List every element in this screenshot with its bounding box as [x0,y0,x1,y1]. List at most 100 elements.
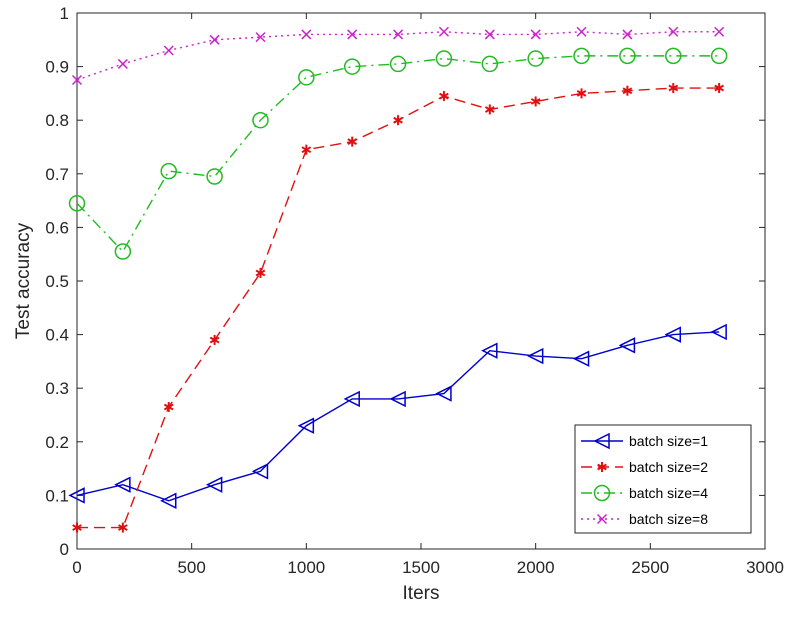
y-tick-label: 0.9 [45,58,69,77]
data-point [664,326,682,343]
data-point [481,342,498,359]
data-point [439,91,449,102]
legend-entry: batch size=1 [581,432,708,450]
data-point [118,522,128,533]
data-point [347,29,358,40]
series-1 [68,323,727,509]
data-point [343,58,361,75]
legend-label: batch size=4 [629,485,708,501]
y-axis-title: Test accuracy [13,222,34,339]
data-point [206,168,223,185]
data-point [527,50,544,67]
legend-entry: batch size=2 [581,459,708,475]
data-point [622,85,633,96]
x-tick-label: 3000 [746,558,784,577]
series-3 [68,47,728,260]
y-tick-label: 1 [60,4,69,23]
legend-entry: batch size=4 [581,484,708,502]
y-tick-label: 0.1 [45,486,69,505]
legend-box [574,424,752,534]
y-tick-label: 0.8 [45,111,69,130]
data-point [619,47,636,65]
data-point [297,417,315,434]
y-tick-label: 0.3 [45,379,69,398]
data-point [435,385,452,402]
y-tick-label: 0.4 [45,326,69,345]
legend-label: batch size=8 [629,511,708,527]
x-tick-label: 2000 [517,558,555,577]
data-point [714,26,725,37]
data-point [622,29,633,40]
data-point [526,347,544,365]
y-axis-ticks: 0 0.1 0.2 0.3 0.4 0.5 0.6 0.7 0.8 0.9 1 [45,4,765,559]
x-axis-ticks: 0 500 1000 1500 2000 2500 3000 [72,13,784,577]
data-point [389,390,406,408]
data-point [576,26,587,37]
data-point [435,50,453,67]
data-point [251,463,269,480]
x-tick-label: 1000 [287,558,325,577]
y-tick-label: 0.6 [45,218,69,237]
x-tick-label: 500 [177,558,205,577]
data-point [252,111,269,129]
y-tick-label: 0.7 [45,165,69,184]
data-point [255,267,266,278]
data-point [668,83,679,94]
data-point [301,29,312,40]
data-point [301,144,312,155]
data-point [714,83,724,94]
data-point [72,522,82,533]
series-layer [68,26,728,533]
y-tick-label: 0 [60,540,69,559]
series-line [76,331,720,502]
data-point [393,115,403,126]
legend-label: batch size=1 [629,433,708,449]
data-point [68,195,86,212]
data-point [530,29,541,40]
legend: batch size=1 batch size=2 batch size=4 batc… [574,424,752,534]
legend-marker [593,484,611,502]
data-point [484,29,495,40]
data-point [668,26,679,37]
data-point [160,492,177,509]
data-point [298,69,315,86]
legend-marker [596,513,608,525]
series-2 [72,83,724,533]
data-point [160,162,177,180]
data-point [343,390,360,408]
data-point [484,104,495,115]
data-point [572,350,590,367]
x-axis-title: Iters [403,583,440,604]
data-point [438,26,449,37]
data-point [114,243,132,260]
y-tick-label: 0.5 [45,272,69,291]
legend-marker [597,462,607,472]
legend-marker [593,432,610,450]
data-point [209,334,220,345]
data-point [71,74,83,86]
data-point [68,487,85,504]
legend-entry: batch size=8 [581,511,708,527]
x-tick-label: 1500 [402,558,440,577]
data-point [117,58,128,69]
data-point [710,47,728,65]
data-point [618,337,636,354]
data-point [209,34,220,45]
y-tick-label: 0.2 [45,433,69,452]
data-point [481,55,499,73]
data-point [163,45,174,56]
data-point [393,29,404,40]
series-line [76,55,720,253]
data-point [114,476,131,493]
data-point [347,136,358,147]
series-4 [71,26,725,86]
data-point [530,96,541,107]
legend-label: batch size=2 [629,459,708,475]
data-point [205,476,223,493]
data-point [389,55,407,73]
data-point [573,47,590,65]
x-tick-label: 0 [72,558,81,577]
data-point [710,323,727,341]
data-point [576,88,587,99]
